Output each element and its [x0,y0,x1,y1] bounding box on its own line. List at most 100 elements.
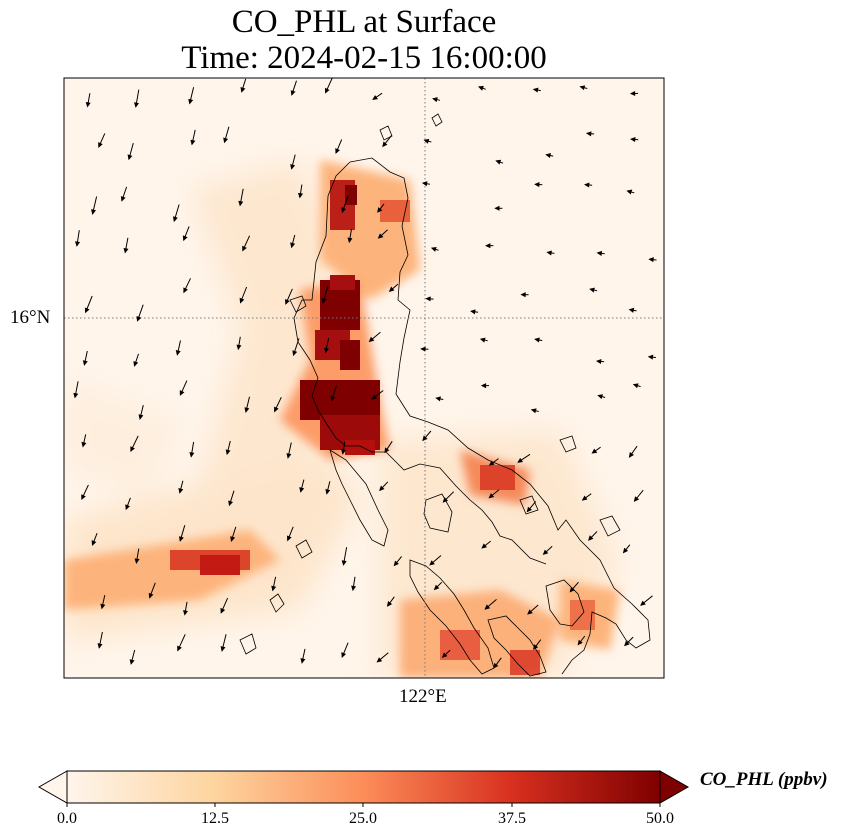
wind-arrow-head [286,453,292,459]
wind-arrow-head [488,493,495,499]
colorbar-extend-max [659,770,690,804]
wind-arrow-head [388,286,395,292]
wind-arrow-head [230,536,236,542]
wind-arrow-head [626,189,633,195]
wind-arrow-head [300,658,306,664]
wind-arrow-head [239,297,245,304]
wind-arrow-head [569,586,575,593]
wind-arrow-head [91,540,97,546]
wind-arrow-head [84,307,90,314]
colorbar-tick: 37.5 [498,810,526,827]
wind-arrow-head [579,85,586,91]
colorbar [37,770,690,807]
wind-arrow-head [632,383,639,389]
wind-arrow-head [480,383,487,389]
wind-arrow-head [335,148,340,154]
wind-arrow-head [545,153,551,158]
wind-arrow-head [429,560,435,566]
wind-arrow-head [136,315,142,322]
wind-arrow-head [581,495,588,501]
wind-arrow-head [292,350,298,357]
wind-arrow-head [633,496,640,502]
wind-arrow-head [384,447,390,454]
wind-arrow-head [376,657,383,663]
wind-arrow-head [478,85,484,91]
wind-arrow-head [479,337,486,343]
wind-arrow-head [182,610,188,616]
colorbar-tick: 25.0 [349,810,377,827]
wind-arrow-head [368,336,375,343]
wind-arrow-head [321,297,327,304]
wind-arrow-head [435,396,441,402]
wind-arrow-head [220,607,226,614]
wind-arrow-head [238,200,244,207]
wind-arrow-head [341,207,347,214]
wind-arrow-head [546,250,552,256]
wind-arrow-head [85,101,91,108]
wind-arrow-head [91,209,96,215]
wind-arrow-head [526,506,532,513]
wind-arrow-head [285,299,290,305]
wind-arrow-head [299,487,305,493]
wind-arrow-head [274,406,279,413]
wind-arrow-head [597,394,604,400]
wind-arrow-head [595,358,602,365]
wind-arrow-head [520,292,526,298]
wind-arrow-head [133,102,139,108]
wind-arrow-head [495,159,502,165]
wind-arrow-head [596,250,603,256]
wind-arrow-head [324,87,330,94]
wind-arrow-head [225,449,231,456]
wind-arrow-head [177,645,182,652]
wind-arrow-head [290,164,296,170]
colorbar-tick: 0.0 [57,810,77,827]
colorbar-label: CO_PHL (ppbv) [700,769,828,790]
wind-arrow-head [271,585,277,592]
wind-arrow-head [228,500,234,507]
wind-arrow-head [377,233,384,239]
wind-arrow-head [130,446,135,453]
wind-arrow-head [494,205,500,211]
coastlines [239,113,651,677]
wind-arrow-head [148,592,154,599]
wind-arrow-head [379,485,385,492]
wind-arrow-head [420,346,426,352]
wind-arrow-head [188,98,194,105]
wind-arrow-head [236,344,242,351]
wind-arrow-head [325,488,331,495]
wind-arrow-head [484,604,491,610]
wind-arrow-head [628,452,634,458]
wind-arrow-head [425,296,431,302]
wind-arrow-head [624,640,630,647]
wind-arrow-head [120,196,126,202]
concentration-field [64,160,620,678]
wind-arrow-head [123,247,129,254]
wind-arrow-head [430,247,437,252]
wind-arrow-head [347,237,353,244]
wind-arrow-head [134,558,140,564]
wind-arrow-head [183,287,188,294]
wind-arrow-head [133,361,139,367]
wind-arrow-head [74,241,81,247]
wind-arrow-head [377,207,383,213]
wind-arrow-head [178,536,184,542]
title-line-2: Time: 2024-02-15 16:00:00 [181,40,547,76]
wind-arrow-head [372,95,378,101]
wind-arrow-head [588,535,594,541]
wind-arrow-head [591,448,598,454]
wind-arrow-head [485,243,491,249]
wind-arrow-head [97,643,103,649]
wind-arrow-head [330,395,336,402]
wind-arrow-head [423,138,430,144]
wind-arrow-head [577,639,583,646]
wind-arrow-head [179,390,185,396]
gridlines [64,78,664,678]
wind-arrow-head [534,182,540,188]
wind-arrow-head [340,449,346,455]
wind-arrow-head [493,662,499,669]
wind-arrow-head [100,603,106,610]
wind-arrow-head [647,354,654,360]
colorbar-extend-min [37,770,68,804]
wind-arrow-head [584,182,590,188]
wind-arrow-head [371,394,378,400]
